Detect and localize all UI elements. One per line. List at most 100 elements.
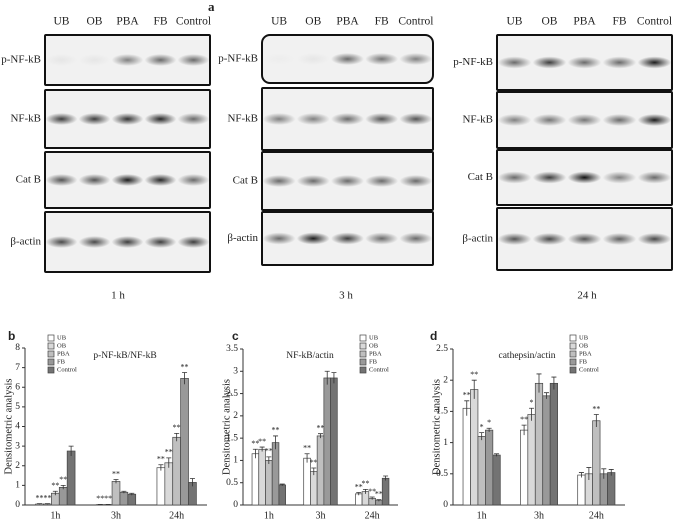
bar: [485, 429, 494, 506]
legend-label: Control: [579, 366, 599, 373]
legend-label: FB: [57, 358, 66, 365]
error-bar: [376, 499, 382, 502]
band: [637, 114, 672, 126]
band: [263, 53, 296, 65]
significance: **: [317, 424, 325, 433]
row-label: Cat B: [16, 174, 41, 186]
band: [497, 171, 532, 184]
error-bar: [383, 475, 389, 481]
error-bar: [324, 370, 330, 385]
significance: **: [96, 494, 104, 503]
band: [497, 56, 532, 69]
band: [567, 171, 602, 184]
significance: **: [272, 426, 280, 435]
significance: **: [36, 493, 44, 502]
y-tick-label: 1: [233, 456, 238, 466]
band: [111, 54, 144, 66]
bar: [127, 493, 137, 506]
band: [637, 56, 672, 69]
y-axis-label: Densitometric analysis: [431, 379, 442, 475]
significance: **: [361, 479, 369, 488]
significance: *: [487, 418, 491, 427]
legend-label: UB: [579, 334, 589, 341]
column-label: Control: [637, 16, 672, 28]
bar: [265, 460, 273, 506]
error-bar: [369, 496, 375, 500]
error-bar: [536, 373, 542, 393]
bar: [542, 395, 551, 506]
band: [78, 113, 111, 125]
x-tick-label: 3h: [111, 510, 121, 521]
error-bar: [479, 432, 485, 441]
legend-label: OB: [57, 342, 67, 349]
row-label: NF-kB: [462, 114, 493, 126]
significance: **: [258, 437, 266, 446]
significance: **: [181, 362, 189, 371]
bar: [549, 382, 558, 506]
y-tick-label: 2: [15, 461, 20, 471]
column-label: Control: [398, 16, 433, 28]
band: [296, 232, 330, 245]
band: [111, 236, 144, 248]
bar: [58, 486, 68, 506]
bar: [278, 484, 286, 506]
x-tick-label: 24h: [365, 510, 380, 521]
error-bar: [60, 484, 66, 490]
band: [399, 53, 433, 65]
y-tick-label: 2: [443, 375, 448, 385]
legend-label: Control: [369, 366, 389, 373]
legend-label: UB: [369, 334, 379, 341]
error-bar: [593, 414, 599, 427]
significance: **: [310, 458, 318, 467]
band: [532, 114, 567, 126]
bar: [119, 491, 129, 506]
y-axis-label: Densitometric analysis: [3, 379, 14, 475]
bar: [477, 436, 486, 506]
band: [567, 233, 602, 245]
row-label: β-actin: [227, 232, 258, 244]
error-bar: [362, 489, 368, 494]
significance: **: [592, 404, 600, 413]
error-bar: [158, 464, 164, 471]
bar: [492, 454, 501, 506]
band: [262, 232, 296, 245]
y-tick-label: 1.5: [226, 433, 238, 443]
band: [262, 175, 296, 187]
y-tick-label: 6: [15, 382, 20, 392]
column-label: UB: [271, 16, 287, 28]
significance: **: [51, 481, 59, 490]
error-bar: [311, 467, 317, 476]
column-label: PBA: [336, 16, 359, 28]
band: [331, 175, 364, 187]
band: [45, 174, 78, 186]
x-tick-label: 24h: [589, 510, 604, 521]
x-tick-label: 1h: [50, 510, 60, 521]
column-label: PBA: [116, 16, 139, 28]
panel-label: c: [232, 329, 239, 343]
legend-swatch: [47, 334, 55, 342]
band: [177, 113, 210, 125]
legend-swatch: [47, 350, 55, 358]
bar: [271, 442, 280, 506]
y-tick-label: 2: [233, 411, 238, 421]
band: [365, 175, 399, 187]
error-bar: [182, 372, 188, 385]
band: [399, 113, 433, 125]
legend-label: FB: [369, 358, 378, 365]
error-bar: [521, 424, 527, 436]
significance: **: [355, 482, 363, 491]
significance: **: [157, 455, 165, 464]
error-bar: [68, 445, 74, 456]
bar: [316, 435, 325, 506]
bar: [592, 420, 601, 506]
error-bar: [273, 435, 279, 450]
row-label: p-NF-kB: [1, 54, 41, 66]
y-tick-label: 1: [15, 481, 20, 491]
error-bar: [266, 456, 272, 464]
row-label: NF-kB: [227, 113, 258, 125]
error-bar: [166, 457, 172, 468]
time-label: 3 h: [339, 290, 353, 302]
error-bar: [113, 479, 119, 484]
band: [399, 175, 433, 187]
significance: **: [59, 475, 67, 484]
